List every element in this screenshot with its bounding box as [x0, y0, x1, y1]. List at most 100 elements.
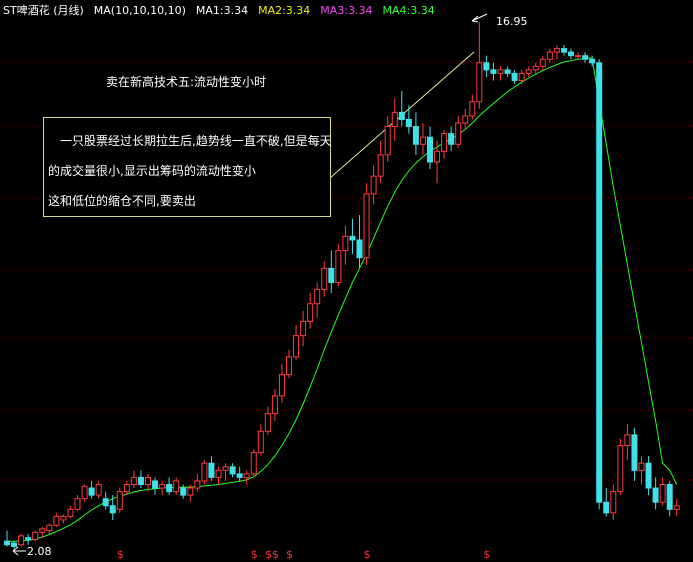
candle — [673, 498, 680, 517]
candle — [659, 477, 666, 506]
candle — [589, 55, 596, 67]
candle-body — [18, 535, 25, 546]
candle-body — [589, 58, 596, 64]
candle — [4, 530, 10, 547]
candle-body — [81, 485, 88, 500]
candle — [511, 69, 518, 85]
candle-body — [180, 487, 187, 496]
candle-body — [293, 335, 300, 358]
candle — [60, 514, 67, 524]
candle — [560, 45, 567, 56]
candle — [384, 115, 391, 162]
candle — [307, 293, 314, 329]
candle-body — [321, 267, 328, 291]
candle — [81, 484, 88, 503]
candle — [32, 530, 39, 542]
annotation-line-3: 这和低位的缩仓不同,要卖出 — [48, 194, 196, 208]
candle-body — [617, 445, 624, 493]
candle — [95, 480, 102, 499]
candle-body — [335, 250, 342, 283]
high-label: 16.95 — [496, 15, 528, 28]
candle-body — [307, 303, 314, 322]
candle — [321, 261, 328, 297]
candle — [46, 523, 53, 535]
signal-marker: $ — [265, 548, 272, 561]
candle-body — [546, 51, 553, 60]
annotation-line-2: 的成交量很小,显示出筹码的流动性变小 — [48, 164, 256, 178]
candle — [448, 126, 455, 152]
signal-marker: $ — [117, 548, 124, 561]
candle — [286, 349, 292, 379]
candle-body — [328, 267, 335, 283]
candle-body — [159, 483, 166, 489]
ma2-value: MA2:3.34 — [258, 4, 311, 17]
candle — [349, 218, 356, 255]
candle-body — [25, 537, 32, 540]
candle-body — [250, 452, 257, 475]
candle — [504, 66, 511, 77]
candle-body — [610, 491, 617, 514]
candle — [624, 424, 631, 460]
candle-body — [539, 58, 546, 67]
candle — [391, 98, 398, 141]
candle — [67, 505, 74, 519]
candle — [173, 477, 180, 496]
candle — [610, 484, 617, 520]
candle-body — [53, 515, 60, 526]
candle — [25, 534, 32, 545]
candle — [370, 165, 377, 205]
candle-body — [434, 150, 441, 163]
candle — [11, 541, 18, 549]
candle — [497, 66, 504, 81]
candle-body — [511, 72, 518, 81]
candle — [596, 59, 603, 510]
candle — [18, 534, 25, 547]
signal-marker: $ — [364, 548, 371, 561]
candle-body — [575, 55, 582, 58]
candle — [145, 473, 151, 492]
candle-body — [532, 65, 539, 71]
candle-body — [419, 136, 426, 145]
candle-body — [483, 62, 490, 71]
candle — [398, 91, 405, 127]
candle — [328, 250, 335, 294]
candle-body — [173, 480, 180, 493]
candle-body — [412, 126, 419, 145]
candle — [159, 480, 166, 496]
candle — [363, 183, 370, 265]
candle-body — [67, 508, 74, 517]
annotation-title: 卖在新高技术五:流动性变小时 — [106, 75, 267, 89]
candle — [314, 282, 321, 318]
high-pointer — [471, 13, 488, 23]
candle — [53, 512, 60, 528]
candle-body — [405, 118, 412, 128]
candle-body — [215, 469, 222, 478]
low-label: 2.08 — [27, 545, 52, 558]
candle-body — [497, 69, 504, 74]
candle-body — [236, 473, 243, 478]
candle — [39, 527, 46, 538]
candle — [229, 463, 236, 478]
candle-body — [32, 531, 39, 540]
candle-body — [222, 466, 229, 471]
candle-body — [152, 480, 159, 489]
candle — [356, 215, 363, 269]
signal-marker: $ — [272, 548, 279, 561]
candle-body — [448, 133, 455, 145]
candle-body — [582, 55, 589, 60]
candle — [575, 52, 582, 60]
candle-body — [504, 69, 511, 74]
candle — [490, 62, 497, 81]
candle-body — [74, 498, 81, 510]
candle — [455, 115, 462, 148]
candle — [469, 94, 476, 120]
candle — [300, 310, 307, 347]
candle — [434, 140, 441, 184]
candle-body — [286, 356, 292, 376]
candle — [476, 22, 483, 109]
candle-body — [123, 483, 130, 493]
candle-body — [441, 133, 448, 152]
candle-body — [427, 136, 433, 163]
candle-body — [229, 466, 236, 475]
candle — [201, 459, 208, 485]
